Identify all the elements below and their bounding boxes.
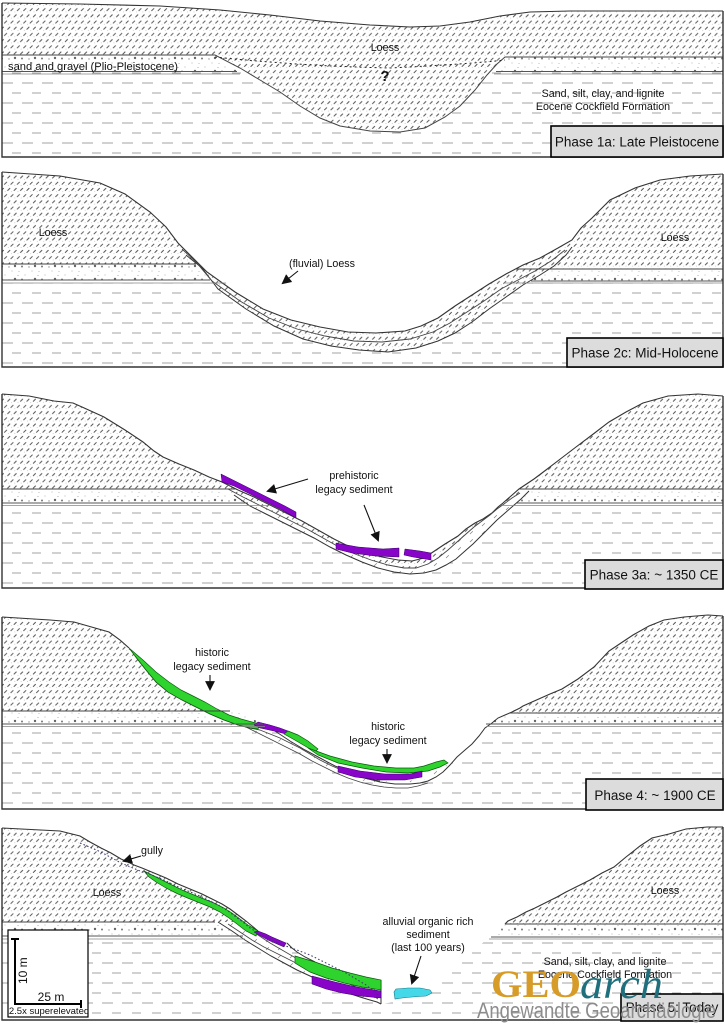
svg-text:gully: gully [141,845,164,857]
svg-text:Loess: Loess [39,227,68,239]
svg-text:Loess: Loess [651,885,680,897]
svg-text:legacy sediment: legacy sediment [173,661,250,673]
svg-text:Phase 4: ~ 1900 CE: Phase 4: ~ 1900 CE [594,788,715,803]
svg-text:Eocene Cockfield Formation: Eocene Cockfield Formation [536,101,670,113]
svg-text:legacy sediment: legacy sediment [315,484,392,496]
svg-text:historic: historic [371,721,406,733]
svg-text:arch: arch [580,962,663,1008]
svg-text:Phase 3a: ~ 1350 CE: Phase 3a: ~ 1350 CE [590,568,719,583]
svg-text:(fluvial) Loess: (fluvial) Loess [289,258,355,270]
svg-text:prehistoric: prehistoric [329,470,379,482]
svg-text:legacy sediment: legacy sediment [349,735,426,747]
svg-text:historic: historic [195,647,230,659]
svg-text:Loess: Loess [371,42,400,54]
svg-text:sand and gravel (Plio-Pleistoc: sand and gravel (Plio-Pleistocene) [8,61,178,73]
svg-text:Loess: Loess [93,887,122,899]
svg-text:Loess: Loess [661,232,690,244]
svg-text:Angewandte Geoarchäologie: Angewandte Geoarchäologie [477,998,716,1023]
svg-text:Phase 2c: Mid-Holocene: Phase 2c: Mid-Holocene [571,346,718,361]
svg-text:10 m: 10 m [16,957,30,984]
svg-text:sediment: sediment [406,929,449,941]
svg-text:Phase 5: Today: Phase 5: Today [626,1000,719,1015]
svg-text:25 m: 25 m [38,990,65,1004]
svg-text:(last 100 years): (last 100 years) [391,942,465,954]
svg-text:Eocene Cockfield Formation: Eocene Cockfield Formation [538,969,672,981]
svg-text:Sand, silt, clay, and lignite: Sand, silt, clay, and lignite [542,88,665,100]
svg-text:Phase 1a: Late Pleistocene: Phase 1a: Late Pleistocene [555,135,719,150]
svg-text:?: ? [380,68,389,85]
svg-text:Sand, silt, clay, and lignite: Sand, silt, clay, and lignite [544,956,667,968]
svg-text:2.5x superelevated: 2.5x superelevated [9,1006,89,1017]
svg-text:alluvial organic rich: alluvial organic rich [383,916,474,928]
svg-text:GEO: GEO [491,963,581,1006]
